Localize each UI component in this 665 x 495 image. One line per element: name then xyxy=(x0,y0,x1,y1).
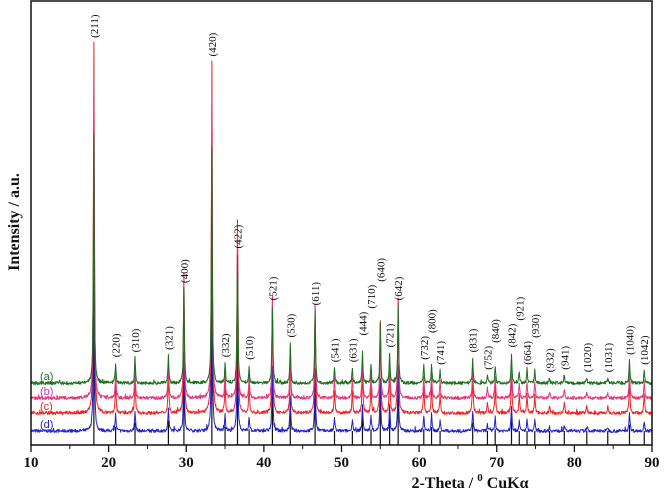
peak-label: (932) xyxy=(545,348,557,372)
x-tick-label: 60 xyxy=(412,455,427,471)
peak-label: (530) xyxy=(285,313,297,337)
peak-label: (1020) xyxy=(582,343,594,373)
peak-label: (310) xyxy=(130,328,142,352)
peak-labels: (211) (220) (310) (321) (400) (420) (332) (422)… xyxy=(89,14,651,372)
x-axis-title: 2-Theta / 0 CuKα xyxy=(411,472,528,492)
series-label-b: (b) xyxy=(40,386,53,398)
peak-label: (642) xyxy=(393,276,405,300)
peak-label: (420) xyxy=(207,32,219,56)
peak-label: (444) xyxy=(358,311,370,335)
peak-label: (1040) xyxy=(625,325,637,355)
series-line-b xyxy=(30,76,653,401)
peak-label: (921) xyxy=(514,296,526,320)
peak-label: (521) xyxy=(267,276,279,300)
series-label-c: (c) xyxy=(40,401,53,413)
series-lines xyxy=(30,41,653,434)
y-axis-title: Intensity / a.u. xyxy=(6,173,23,271)
x-tick-label: 40 xyxy=(256,455,271,471)
peak-label: (800) xyxy=(427,309,439,333)
x-tick-label: 90 xyxy=(645,455,660,471)
peak-label: (541) xyxy=(330,338,342,362)
peak-label: (640) xyxy=(375,258,387,282)
series-labels: (a) (b) (c) (d) xyxy=(40,371,53,431)
x-axis: 10 20 30 40 50 60 70 80 90 xyxy=(24,445,660,471)
x-tick-label: 80 xyxy=(567,455,582,471)
plot-frame xyxy=(30,0,653,446)
peak-label: (732) xyxy=(419,336,431,360)
peak-label: (400) xyxy=(179,259,191,283)
peak-label: (941) xyxy=(559,346,571,370)
x-tick-label: 20 xyxy=(101,455,116,471)
peak-label: (631) xyxy=(347,338,359,362)
peak-label: (211) xyxy=(89,14,101,38)
peak-label: (611) xyxy=(310,282,322,306)
x-tick-label: 50 xyxy=(334,455,349,471)
peak-label: (321) xyxy=(163,326,175,350)
peak-label: (332) xyxy=(220,333,232,357)
series-line-d xyxy=(30,219,653,434)
peak-label: (422) xyxy=(233,224,245,248)
x-tick-label: 70 xyxy=(489,455,504,471)
peak-label: (930) xyxy=(530,314,542,338)
peak-label: (840) xyxy=(490,319,502,343)
peak-label: (220) xyxy=(111,333,123,357)
peak-label: (752) xyxy=(482,346,494,370)
x-tick-label: 10 xyxy=(24,455,39,471)
peak-label: (1042) xyxy=(639,335,651,365)
peak-label: (1031) xyxy=(603,343,615,373)
x-tick-label: 30 xyxy=(179,455,194,471)
peak-label: (510) xyxy=(244,336,256,360)
series-line-a xyxy=(30,134,653,386)
reference-sticks xyxy=(93,220,645,445)
peak-label: (831) xyxy=(468,328,480,352)
peak-label: (664) xyxy=(522,341,534,365)
peak-label: (842) xyxy=(507,323,519,347)
series-line-c xyxy=(30,41,653,416)
series-label-d: (d) xyxy=(40,419,53,431)
peak-label: (741) xyxy=(435,341,447,365)
series-label-a: (a) xyxy=(40,371,53,383)
peak-label: (721) xyxy=(385,323,397,347)
peak-label: (710) xyxy=(366,284,378,308)
